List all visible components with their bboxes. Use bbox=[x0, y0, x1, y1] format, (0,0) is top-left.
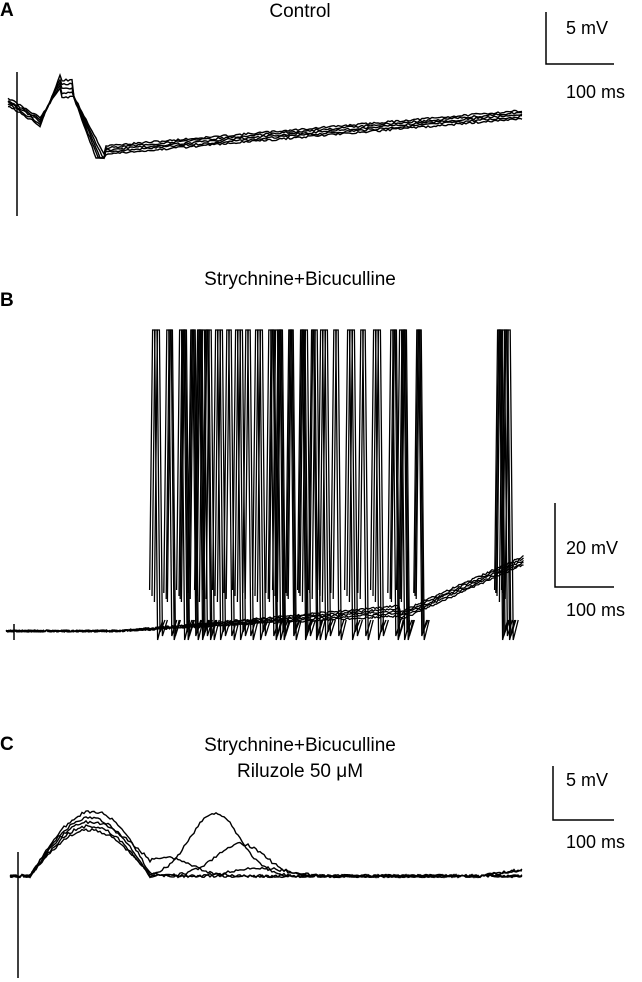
panel-b-title: Strychnine+Bicuculline bbox=[204, 269, 396, 290]
panel-b-scale-bar bbox=[554, 503, 614, 588]
panel-b-spike bbox=[390, 329, 406, 637]
panel-b-spike bbox=[415, 329, 430, 641]
panel-b-traces bbox=[5, 329, 524, 641]
panel-b-spike bbox=[153, 329, 169, 637]
panel-a-trace bbox=[7, 83, 523, 160]
panel-b-spike bbox=[236, 329, 252, 637]
panel-b-spike bbox=[301, 329, 317, 637]
panel-a-voltage-label: 5 mV bbox=[566, 18, 609, 38]
panel-c-scale-bar bbox=[552, 766, 614, 821]
panel-a-trace bbox=[7, 86, 523, 156]
panel-a-trace bbox=[7, 81, 523, 159]
panel-b-time-label: 100 ms bbox=[566, 600, 626, 620]
panel-b-spike bbox=[216, 329, 232, 637]
panel-b-spike bbox=[287, 329, 302, 641]
panel-c-trace bbox=[9, 816, 523, 879]
panel-b-voltage-label: 20 mV bbox=[566, 538, 619, 558]
panel-c-traces bbox=[9, 810, 523, 879]
panel-b-spike bbox=[189, 329, 204, 641]
panel-b-spike bbox=[268, 329, 284, 637]
panel-b-spike bbox=[198, 329, 214, 637]
panel-b-spike bbox=[321, 329, 337, 637]
panel-a-traces bbox=[7, 73, 523, 160]
panel-c-subtitle: Riluzole 50 μM bbox=[236, 761, 364, 782]
panel-b-spike bbox=[348, 329, 364, 637]
panel-c-title: Strychnine+Bicuculline bbox=[204, 735, 396, 756]
panel-c-time-label: 100 ms bbox=[566, 832, 626, 852]
panel-b-spike bbox=[256, 329, 272, 637]
panel-b-spike bbox=[359, 329, 374, 641]
panel-b-spike bbox=[166, 329, 182, 637]
panel-b-spike bbox=[498, 329, 514, 637]
panel-b-spike bbox=[180, 329, 196, 637]
panel-b-spike bbox=[311, 329, 326, 641]
panel-a-letter: A bbox=[0, 0, 14, 21]
panel-b-spike bbox=[504, 329, 519, 641]
panel-c-letter: C bbox=[0, 734, 14, 755]
panel-c-voltage-label: 5 mV bbox=[566, 770, 609, 790]
panel-c-trace bbox=[9, 824, 523, 879]
panel-a-scale-bar bbox=[545, 12, 614, 65]
panel-b-spike bbox=[332, 329, 347, 641]
panel-a-time-label: 100 ms bbox=[566, 82, 626, 102]
panel-b-spike bbox=[374, 329, 390, 637]
panel-b-spike bbox=[276, 329, 292, 637]
panel-b-spike bbox=[225, 329, 240, 641]
panel-b-spike bbox=[205, 329, 220, 641]
panel-b-letter: B bbox=[0, 290, 14, 311]
panel-a-trace bbox=[7, 78, 522, 159]
panel-b-spike bbox=[244, 329, 259, 641]
panel-b-spike bbox=[400, 329, 416, 637]
panel-a-trace bbox=[7, 73, 523, 159]
panel-a-title: Control bbox=[269, 1, 331, 22]
panel-c-trace bbox=[9, 810, 523, 879]
